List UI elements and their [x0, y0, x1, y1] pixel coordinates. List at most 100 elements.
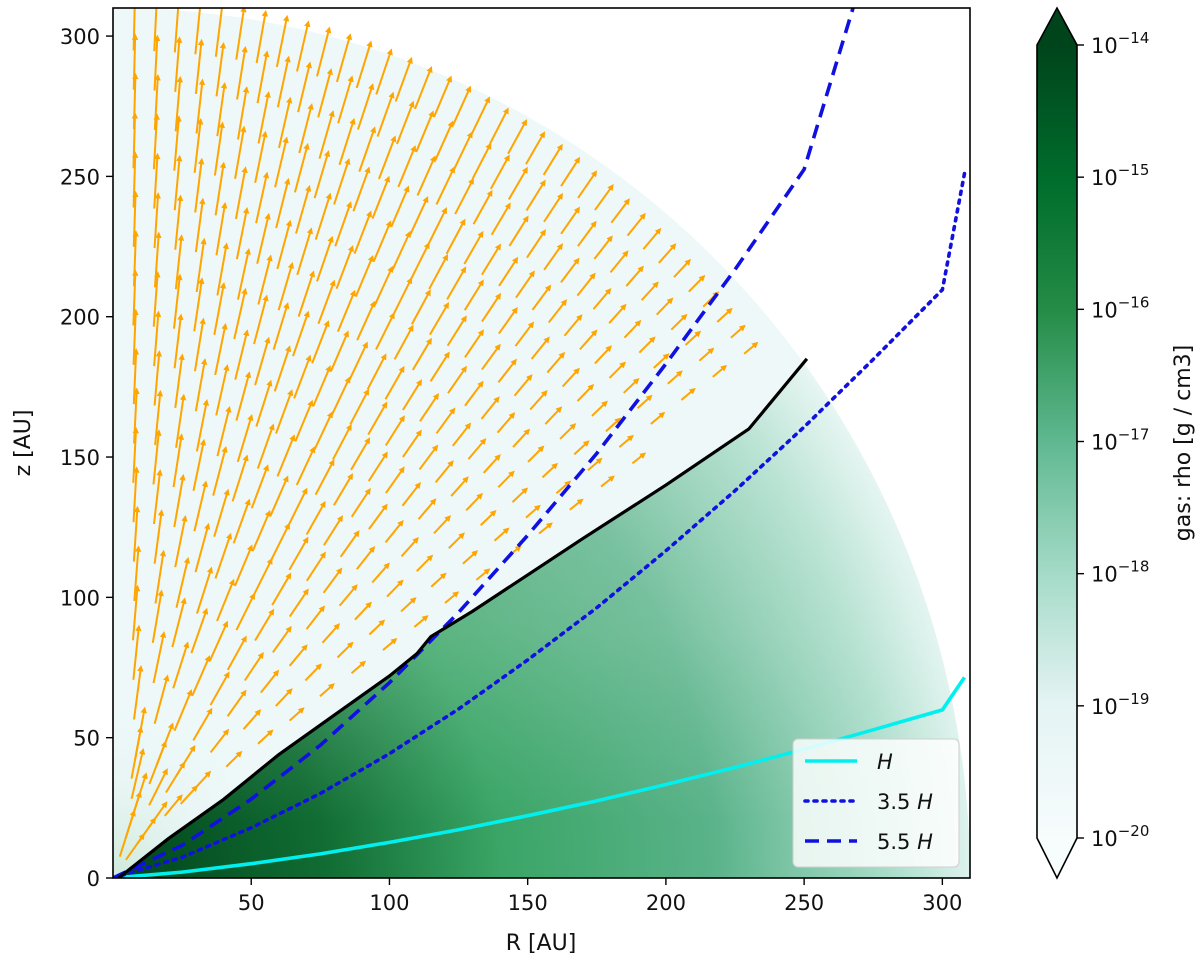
axes-border	[112, 7, 971, 879]
velocity-arrow	[356, 300, 376, 341]
velocity-arrow	[591, 400, 608, 417]
velocity-arrow	[490, 202, 511, 236]
velocity-arrow	[594, 345, 612, 365]
velocity-arrow	[482, 454, 501, 474]
velocity-arrow	[555, 480, 572, 495]
velocity-arrow	[429, 302, 449, 336]
velocity-arrow	[293, 142, 310, 193]
velocity-arrow	[293, 354, 312, 399]
velocity-arrow	[434, 120, 454, 161]
velocity-arrow	[213, 488, 230, 537]
velocity-arrow	[434, 460, 454, 484]
velocity-arrow	[243, 651, 264, 682]
velocity-arrow	[175, 745, 196, 777]
velocity-arrow	[152, 469, 163, 525]
velocity-arrow	[392, 277, 413, 315]
velocity-arrow	[417, 498, 437, 520]
velocity-arrow	[195, 237, 207, 293]
velocity-arrow	[236, 414, 254, 463]
velocity-arrow	[587, 457, 603, 472]
velocity-arrow	[330, 376, 351, 416]
velocity-arrow	[447, 365, 467, 394]
velocity-arrow	[470, 96, 490, 135]
velocity-arrow	[313, 411, 333, 451]
velocity-arrow	[195, 78, 206, 134]
velocity-arrow	[133, 545, 142, 602]
velocity-arrow	[610, 198, 630, 224]
velocity-arrow	[366, 353, 387, 390]
velocity-arrow	[716, 307, 733, 323]
velocity-arrow	[288, 588, 309, 618]
velocity-arrow	[216, 405, 232, 457]
velocity-arrow	[154, 389, 164, 446]
velocity-arrow	[730, 324, 746, 339]
velocity-arrow	[305, 605, 326, 630]
velocity-arrow	[354, 601, 372, 621]
velocity-arrow	[295, 446, 316, 486]
velocity-arrow	[225, 750, 243, 768]
velocity-arrow	[174, 353, 185, 409]
velocity-arrow	[448, 532, 465, 549]
velocity-arrow	[173, 689, 193, 732]
velocity-arrow	[153, 310, 162, 367]
velocity-arrow	[192, 438, 207, 492]
velocity-arrow	[336, 641, 354, 659]
velocity-arrow	[542, 143, 563, 176]
velocity-arrow	[132, 466, 140, 523]
velocity-arrow	[352, 166, 371, 212]
velocity-arrow	[373, 265, 394, 306]
velocity-arrow	[209, 620, 229, 662]
velocity-arrow	[514, 321, 535, 347]
velocity-arrow	[541, 462, 559, 479]
velocity-arrow	[608, 303, 627, 324]
velocity-arrow	[296, 227, 313, 276]
velocity-arrow	[153, 34, 161, 91]
velocity-arrow	[163, 794, 183, 817]
velocity-arrow	[511, 487, 529, 503]
velocity-arrow	[316, 26, 332, 77]
velocity-arrow	[650, 411, 666, 425]
velocity-arrow	[480, 396, 500, 420]
velocity-arrow	[625, 265, 644, 287]
velocity-arrow	[173, 115, 182, 171]
velocity-arrow	[190, 607, 209, 654]
velocity-arrow	[433, 515, 452, 535]
colorbar-extend-max	[1037, 8, 1077, 45]
velocity-arrow	[174, 514, 188, 568]
velocity-arrow	[498, 306, 518, 335]
velocity-arrow	[465, 492, 483, 512]
disk-density-vertical-falloff	[113, 358, 970, 878]
velocity-arrow	[576, 272, 596, 297]
colorbar: 10−14 10−15 10−16 10−17 10−18 10−19 10−20	[1036, 6, 1149, 880]
velocity-arrow	[276, 434, 296, 477]
velocity-arrow	[304, 663, 323, 682]
velocity-arrow	[411, 337, 432, 371]
velocity-arrow	[390, 185, 410, 228]
velocity-arrow	[560, 206, 581, 235]
velocity-arrow	[400, 597, 417, 613]
velocity-arrow	[192, 707, 213, 741]
velocity-arrow	[655, 297, 674, 316]
colorbar-gradient	[1037, 45, 1077, 838]
velocity-arrow	[475, 568, 491, 581]
velocity-arrow	[515, 270, 535, 299]
velocity-arrow	[579, 329, 598, 351]
velocity-arrow	[193, 317, 206, 372]
velocity-arrow	[133, 387, 140, 444]
velocity-arrow	[132, 505, 141, 562]
x-tick-label: 150	[508, 891, 548, 915]
velocity-arrow	[464, 329, 484, 358]
velocity-arrow	[444, 591, 460, 604]
velocity-arrow	[435, 407, 456, 434]
velocity-arrow	[338, 584, 358, 607]
colorbar-tick-label: 10−17	[1091, 426, 1149, 455]
velocity-arrow	[623, 377, 640, 394]
velocity-arrow	[512, 428, 531, 448]
velocity-arrow	[658, 243, 677, 264]
velocity-arrow	[234, 544, 253, 587]
velocity-arrow	[132, 190, 139, 247]
velocity-arrow	[260, 669, 280, 694]
y-tick-label: 50	[73, 727, 100, 751]
velocity-arrow	[496, 412, 516, 434]
